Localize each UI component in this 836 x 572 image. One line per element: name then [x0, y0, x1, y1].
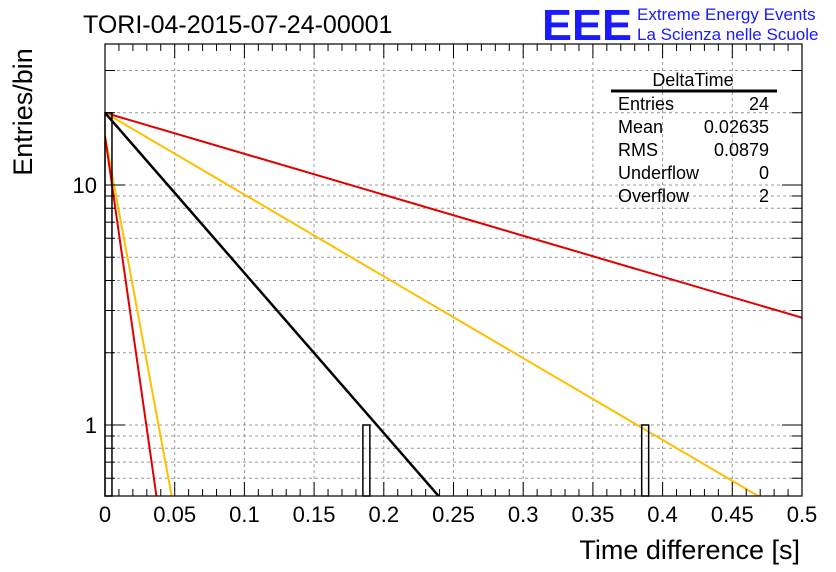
stats-value: 24 [749, 94, 769, 114]
stats-label: Entries [618, 94, 674, 114]
run-title: TORI-04-2015-07-24-00001 [83, 11, 392, 39]
stats-box-title: DeltaTime [652, 70, 733, 90]
eee-logo-mark: EEE [542, 1, 632, 50]
fit-line-black [105, 111, 441, 496]
x-tick-label: 0.5 [787, 502, 818, 527]
x-tick-label: 0.35 [571, 502, 614, 527]
stats-value: 0.02635 [704, 117, 769, 137]
eee-logo-line1: Extreme Energy Events [637, 5, 816, 24]
grid-lines [105, 44, 802, 496]
fit-line-orange [105, 111, 761, 496]
x-tick-label: 0.45 [711, 502, 754, 527]
fit-line-red [105, 135, 158, 496]
x-tick-label: 0.2 [369, 502, 400, 527]
stats-value: 0.0879 [714, 140, 769, 160]
stats-label: Mean [618, 117, 663, 137]
eee-logo-line2: La Scienza nelle Scuole [637, 25, 818, 44]
y-axis-label: Entries/bin [8, 48, 38, 176]
x-tick-label: 0.1 [229, 502, 260, 527]
fit-line-red [105, 111, 802, 319]
stats-value: 2 [759, 186, 769, 206]
stats-value: 0 [759, 163, 769, 183]
plot-frame [104, 43, 803, 497]
y-tick-label: 1 [85, 413, 97, 438]
x-tick-label: 0.15 [293, 502, 336, 527]
y-tick-label: 10 [73, 173, 97, 198]
x-tick-label: 0 [99, 502, 111, 527]
x-tick-label: 0.05 [153, 502, 196, 527]
stats-label: Overflow [618, 186, 690, 206]
stats-box: DeltaTime Entries 24 Mean 0.02635 RMS 0.0879 U… [611, 70, 777, 206]
fit-line-orange [105, 135, 173, 496]
stats-label: RMS [618, 140, 658, 160]
x-tick-label: 0.4 [647, 502, 678, 527]
x-tick-label: 0.25 [432, 502, 475, 527]
stats-label: Underflow [618, 163, 700, 183]
axes: 0 0.05 0.1 0.15 0.2 0.25 0.3 0.35 0.4 0.45 0.5 1 10 [73, 44, 818, 527]
x-tick-label: 0.3 [508, 502, 539, 527]
x-axis-label: Time difference [s] [579, 535, 800, 565]
eee-logo: EEE Extreme Energy Events La Scienza nel… [542, 1, 818, 50]
